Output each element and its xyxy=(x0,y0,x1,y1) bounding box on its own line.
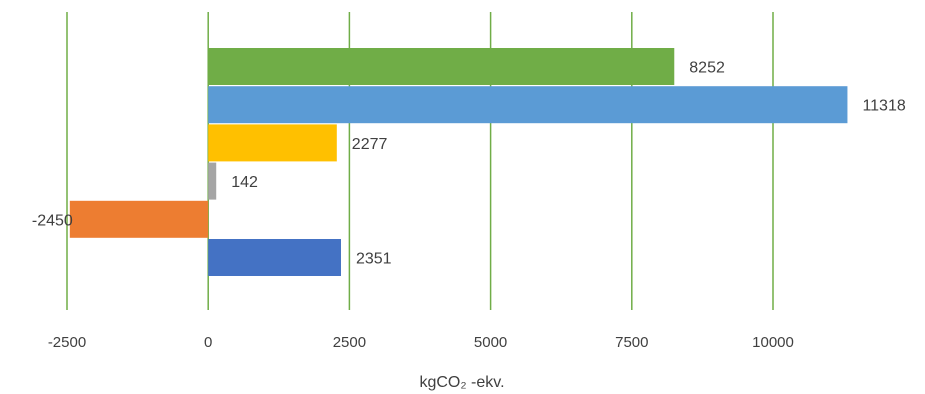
x-tick-labels: -2500 0 2500 5000 7500 10000 xyxy=(48,334,794,351)
bars xyxy=(69,48,848,276)
x-tick-label: 0 xyxy=(204,334,212,351)
bar-value-label: -2450 xyxy=(32,212,73,229)
bar-value-label: 8252 xyxy=(689,60,725,77)
bar-value-label: 11318 xyxy=(862,98,905,115)
bar xyxy=(208,124,337,162)
bar xyxy=(208,48,675,85)
bar xyxy=(69,200,209,238)
bar xyxy=(208,162,217,200)
data-labels: 8252 11318 2277 142 -2450 2351 xyxy=(32,60,906,268)
bar-value-label: 142 xyxy=(231,174,258,191)
bar xyxy=(208,239,341,276)
bar-value-label: 2351 xyxy=(356,251,392,268)
x-tick-label: 5000 xyxy=(474,334,507,351)
x-axis-title: kgCO₂ -ekv. xyxy=(419,374,504,391)
x-tick-label: 2500 xyxy=(333,334,366,351)
bar xyxy=(208,86,848,124)
x-tick-label: 10000 xyxy=(752,334,794,351)
x-tick-label: -2500 xyxy=(48,334,86,351)
bar-value-label: 2277 xyxy=(352,136,388,153)
x-tick-label: 7500 xyxy=(615,334,648,351)
